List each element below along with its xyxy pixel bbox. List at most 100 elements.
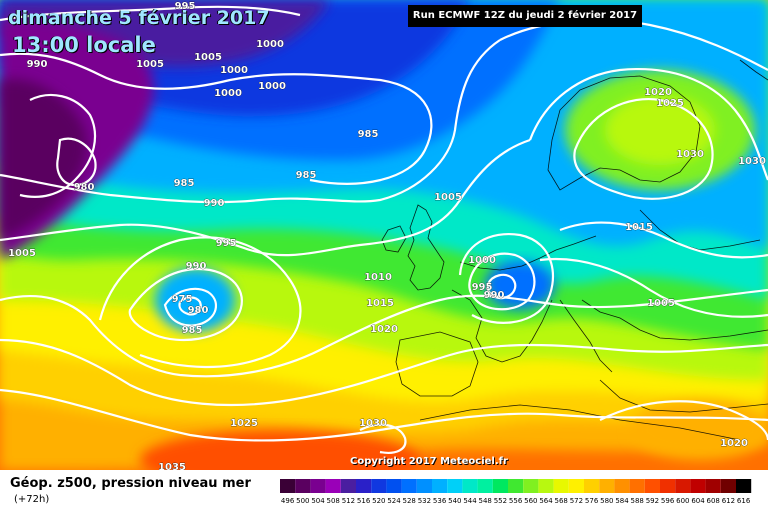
isobar-label: 1015 bbox=[366, 298, 394, 309]
legend-value-label: 544 bbox=[463, 497, 477, 505]
isobar-label: 995 bbox=[216, 238, 237, 249]
legend-swatch bbox=[629, 479, 645, 493]
legend-swatch bbox=[356, 479, 372, 493]
legend-swatch bbox=[720, 479, 736, 493]
legend-value-label: 600 bbox=[676, 497, 689, 505]
legend-value-label: 520 bbox=[372, 497, 385, 505]
legend-value-label: 528 bbox=[403, 497, 416, 505]
isobar-label: 1000 bbox=[214, 88, 242, 99]
isobar-label: 1000 bbox=[258, 81, 286, 92]
isobar-label: 1035 bbox=[158, 462, 186, 470]
legend-swatch bbox=[553, 479, 569, 493]
legend-swatch bbox=[508, 479, 524, 493]
isobar-label: 1020 bbox=[720, 438, 748, 449]
isobar-label: 995 bbox=[175, 1, 196, 12]
isobar-label: 1025 bbox=[656, 98, 684, 109]
isobar-label: 985 bbox=[174, 178, 195, 189]
isobar-label: 1000 bbox=[220, 65, 248, 76]
legend-swatch bbox=[568, 479, 584, 493]
legend-value-label: 556 bbox=[509, 497, 523, 505]
legend-swatch bbox=[371, 479, 387, 493]
legend-value-label: 584 bbox=[615, 497, 629, 505]
legend-value-label: 588 bbox=[631, 497, 644, 505]
legend-swatch bbox=[325, 479, 341, 493]
isobar-label: 1010 bbox=[364, 272, 392, 283]
legend-swatch bbox=[599, 479, 615, 493]
legend-swatch bbox=[477, 479, 493, 493]
parameter-label: Géop. z500, pression niveau mer bbox=[10, 476, 251, 491]
legend-swatch bbox=[386, 479, 402, 493]
isobar-label: 1005 bbox=[136, 59, 164, 70]
isobar-label: 1020 bbox=[370, 324, 398, 335]
isobar-label: 1000 bbox=[468, 255, 496, 266]
forecast-local-time: 13:00 locale bbox=[12, 33, 156, 57]
legend-value-label: 564 bbox=[539, 497, 553, 505]
legend-swatch bbox=[295, 479, 311, 493]
color-scale-legend: 496 500 504 508 512 516 520 524 528 532 536 540 544 5… bbox=[280, 479, 752, 505]
legend-swatch bbox=[538, 479, 554, 493]
legend-value-label: 548 bbox=[479, 497, 492, 505]
legend-swatch bbox=[462, 479, 478, 493]
legend-value-label: 580 bbox=[600, 497, 613, 505]
legend-value-label: 576 bbox=[585, 497, 599, 505]
legend-value-label: 512 bbox=[342, 497, 355, 505]
isobar-label: 990 bbox=[484, 290, 505, 301]
legend-swatch bbox=[340, 479, 356, 493]
isobar-label: 1030 bbox=[359, 418, 387, 429]
isobar-label: 1020 bbox=[644, 87, 672, 98]
isobar-label: 990 bbox=[204, 198, 225, 209]
legend-value-label: 596 bbox=[661, 497, 675, 505]
legend-swatch bbox=[690, 479, 706, 493]
legend-value-label: 616 bbox=[737, 497, 751, 505]
legend-value-label: 496 bbox=[281, 497, 295, 505]
legend-swatch bbox=[310, 479, 326, 493]
forecast-date: dimanche 5 février 2017 bbox=[8, 7, 270, 29]
legend-swatch bbox=[675, 479, 691, 493]
legend-swatch bbox=[644, 479, 660, 493]
legend-value-label: 532 bbox=[418, 497, 431, 505]
isobar-label: 985 bbox=[296, 170, 317, 181]
model-run-info: Run ECMWF 12Z du jeudi 2 février 2017 bbox=[408, 5, 642, 27]
legend-swatch bbox=[447, 479, 463, 493]
isobar-label: 990 bbox=[27, 59, 48, 70]
isobar-label: 1015 bbox=[625, 222, 653, 233]
legend-value-label: 524 bbox=[387, 497, 401, 505]
copyright-notice: Copyright 2017 Meteociel.fr bbox=[350, 456, 508, 467]
lead-time-label: (+72h) bbox=[14, 494, 50, 505]
isobar-label: 1005 bbox=[434, 192, 462, 203]
isobar-label: 1005 bbox=[8, 248, 36, 259]
legend-value-label: 500 bbox=[296, 497, 309, 505]
legend-swatch bbox=[660, 479, 676, 493]
legend-swatch bbox=[523, 479, 539, 493]
isobar-label: 990 bbox=[186, 261, 207, 272]
isobar-label: 985 bbox=[358, 129, 379, 140]
legend-value-label: 508 bbox=[327, 497, 340, 505]
legend-value-label: 604 bbox=[691, 497, 705, 505]
legend-swatch bbox=[705, 479, 721, 493]
legend-value-label: 516 bbox=[357, 497, 371, 505]
legend-value-label: 552 bbox=[494, 497, 507, 505]
isobar-label: 985 bbox=[182, 325, 203, 336]
legend-swatch bbox=[584, 479, 600, 493]
legend-swatch bbox=[401, 479, 417, 493]
legend-swatch bbox=[736, 479, 752, 493]
isobar-label: 980 bbox=[188, 305, 209, 316]
legend-swatch bbox=[280, 479, 296, 493]
legend-value-label: 540 bbox=[448, 497, 461, 505]
isobar-label: 1030 bbox=[738, 156, 766, 167]
legend-swatch bbox=[432, 479, 448, 493]
isobar-label: 995 bbox=[472, 282, 493, 293]
legend-swatch bbox=[492, 479, 508, 493]
isobar-label: 1025 bbox=[230, 418, 258, 429]
legend-value-label: 560 bbox=[524, 497, 537, 505]
legend-swatches bbox=[280, 479, 752, 493]
legend-value-label: 536 bbox=[433, 497, 447, 505]
isobar-label: 1005 bbox=[194, 52, 222, 63]
legend-swatch bbox=[416, 479, 432, 493]
legend-value-label: 572 bbox=[570, 497, 583, 505]
isobar-label: 1005 bbox=[647, 298, 675, 309]
legend-value-label: 608 bbox=[707, 497, 720, 505]
